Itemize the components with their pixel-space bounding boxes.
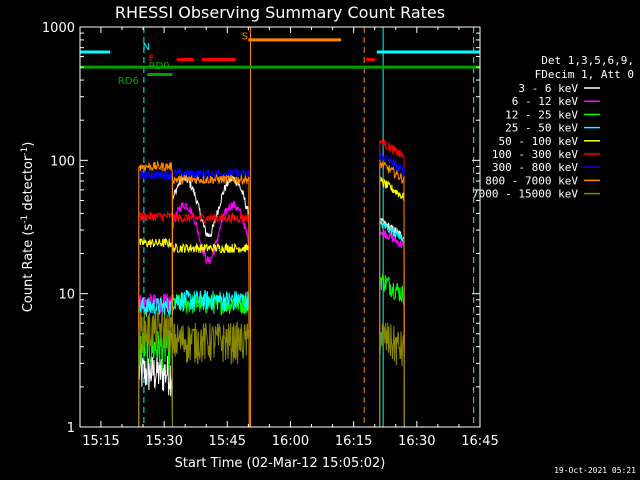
y-label-part2: detector	[21, 155, 36, 215]
x-tick-label: 15:15	[82, 434, 119, 449]
y-tick-label: 100	[50, 154, 75, 169]
legend-label: 7000 - 15000 keV	[472, 188, 578, 201]
legend-label: 800 - 7000 keV	[485, 174, 578, 187]
y-label-sup1: -1	[20, 215, 30, 224]
axis-layer: 15:15 15:30 15:45 16:00 16:15 16:30 16:45 1 10 10…	[42, 21, 499, 449]
flag-label: F	[149, 54, 155, 65]
plot-frame	[79, 26, 481, 428]
x-axis-label: Start Time (02-Mar-12 15:05:02)	[175, 456, 386, 471]
series-line	[138, 310, 405, 428]
x-tick-label: 15:30	[145, 434, 182, 449]
data-layer: NF S RD0 RD6	[79, 27, 480, 428]
y-label-sup2: -1	[20, 147, 30, 156]
legend-label: 3 - 6 keV	[518, 82, 578, 95]
legend-label: 25 - 50 keV	[505, 122, 578, 135]
flag-label: RD6	[118, 76, 139, 87]
legend-header-line2: FDecim 1, Att 0	[535, 68, 634, 81]
y-axis-label: Count Rate (s-1 detector-1)	[20, 142, 36, 313]
flag-label: S	[242, 32, 248, 43]
x-tick-label: 16:15	[335, 434, 372, 449]
legend-label: 100 - 300 keV	[492, 148, 578, 161]
y-label-part1: Count Rate (s	[21, 224, 36, 313]
series-line	[138, 159, 405, 428]
legend-label: 12 - 25 keV	[505, 108, 578, 121]
y-tick-label: 1000	[42, 21, 75, 36]
legend-header-line1: Det 1,3,5,6,9,	[541, 54, 634, 67]
x-tick-label: 16:45	[461, 434, 498, 449]
y-tick-label: 1	[67, 421, 75, 436]
x-tick-label: 16:00	[272, 434, 309, 449]
y-label-part3: )	[21, 142, 36, 147]
flag-label: RD0	[149, 61, 170, 72]
x-tick-label: 16:30	[398, 434, 435, 449]
legend: Det 1,3,5,6,9, FDecim 1, Att 0 3 - 6 keV…	[472, 54, 634, 201]
legend-label: 6 - 12 keV	[512, 95, 579, 108]
y-tick-label: 10	[58, 288, 75, 303]
chart-title: RHESSI Observing Summary Count Rates	[115, 3, 445, 22]
legend-label: 300 - 800 keV	[492, 161, 578, 174]
flag-label: N	[143, 42, 150, 53]
x-tick-label: 15:45	[209, 434, 246, 449]
generation-timestamp: 19-Oct-2021 05:21	[554, 466, 636, 475]
legend-label: 50 - 100 keV	[499, 135, 579, 148]
